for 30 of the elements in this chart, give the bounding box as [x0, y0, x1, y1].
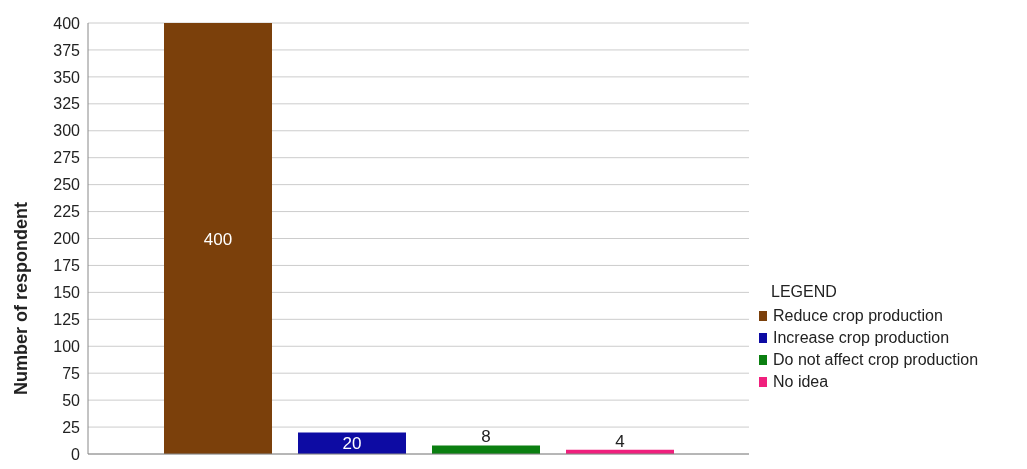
legend-label: Do not affect crop production — [773, 351, 979, 369]
bar — [432, 445, 540, 454]
y-tick-label: 0 — [71, 445, 81, 463]
y-tick-label: 25 — [62, 418, 81, 436]
legend-title: LEGEND — [770, 283, 838, 301]
y-tick-label: 350 — [53, 68, 81, 86]
data-label: 8 — [481, 427, 491, 447]
y-tick-label: 150 — [53, 284, 81, 302]
y-tick-label: 175 — [53, 257, 81, 275]
y-tick-label: 50 — [62, 391, 81, 409]
y-tick-label: 400 — [53, 14, 81, 32]
y-tick-label: 375 — [53, 41, 81, 59]
y-axis-title: Number of respondent — [11, 201, 32, 396]
y-tick-label: 275 — [53, 149, 81, 167]
legend-label: No idea — [773, 373, 829, 391]
legend-label: Reduce crop production — [773, 307, 943, 325]
legend-label: Increase crop production — [773, 329, 950, 347]
data-label: 20 — [342, 434, 362, 454]
bar — [164, 23, 272, 454]
y-tick-label: 125 — [53, 310, 81, 328]
y-tick-label: 325 — [53, 95, 81, 113]
data-label: 4 — [615, 431, 625, 451]
y-tick-label: 75 — [62, 364, 81, 382]
y-tick-label: 250 — [53, 176, 81, 194]
y-tick-label: 200 — [53, 230, 81, 248]
bar — [298, 432, 406, 454]
y-tick-label: 225 — [53, 203, 81, 221]
y-tick-label: 300 — [53, 122, 81, 140]
y-tick-label: 100 — [53, 337, 81, 355]
data-label: 400 — [203, 229, 233, 249]
